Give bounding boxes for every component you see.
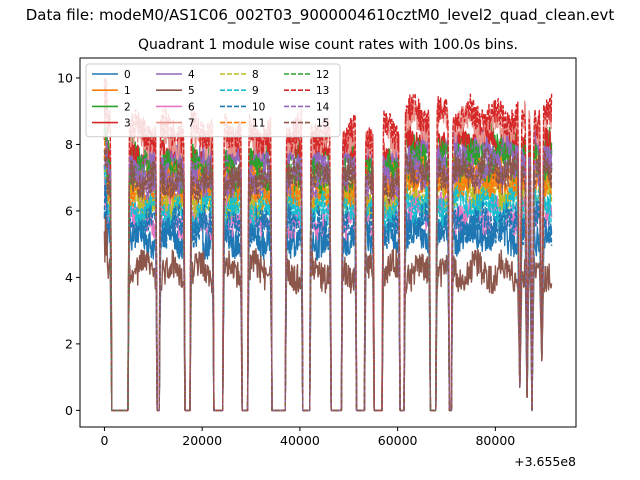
y-tick-label: 4: [65, 270, 73, 285]
legend-label-14: 14: [316, 101, 330, 113]
legend-label-2: 2: [124, 101, 131, 113]
y-tick-label: 6: [65, 203, 73, 218]
x-tick-label: 0: [100, 433, 108, 448]
legend-label-15: 15: [316, 118, 329, 130]
legend-label-12: 12: [316, 69, 329, 81]
legend-label-6: 6: [188, 101, 195, 113]
series-line-14: [103, 140, 553, 412]
x-axis: 0 20000 40000 60000 80000: [100, 427, 515, 448]
y-tick-label: 2: [65, 336, 73, 351]
y-tick-label: 0: [65, 403, 73, 418]
series-line-0: [103, 188, 553, 412]
legend-label-5: 5: [188, 85, 195, 97]
y-tick-label: 8: [65, 137, 73, 152]
figure-suptitle: Data file: modeM0/AS1C06_002T03_90000046…: [26, 6, 615, 25]
plot-frame: [79, 57, 577, 428]
legend-label-9: 9: [252, 85, 259, 97]
x-tick-label: 60000: [378, 433, 418, 448]
legend-label-3: 3: [124, 118, 131, 130]
y-axis: 0 2 4 6 8 10: [57, 70, 80, 418]
chart-title: Quadrant 1 module wise count rates with …: [138, 37, 518, 53]
series-line-10: [103, 177, 553, 412]
y-tick-label: 10: [57, 70, 73, 85]
legend-label-13: 13: [316, 85, 329, 97]
legend-box: [85, 63, 341, 138]
series-layer: [103, 77, 553, 412]
x-offset-label: +3.655e8: [514, 454, 576, 469]
legend-label-1: 1: [124, 85, 131, 97]
series-line-15: [103, 147, 553, 412]
x-tick-label: 20000: [182, 433, 222, 448]
legend-label-10: 10: [252, 101, 265, 113]
legend-label-4: 4: [188, 69, 195, 81]
x-tick-label: 80000: [475, 433, 515, 448]
x-tick-label: 40000: [280, 433, 320, 448]
series-line-5: [103, 215, 553, 412]
legend-label-0: 0: [124, 69, 131, 81]
legend-label-7: 7: [188, 118, 195, 130]
legend-label-8: 8: [252, 69, 259, 81]
legend-label-11: 11: [252, 118, 265, 130]
